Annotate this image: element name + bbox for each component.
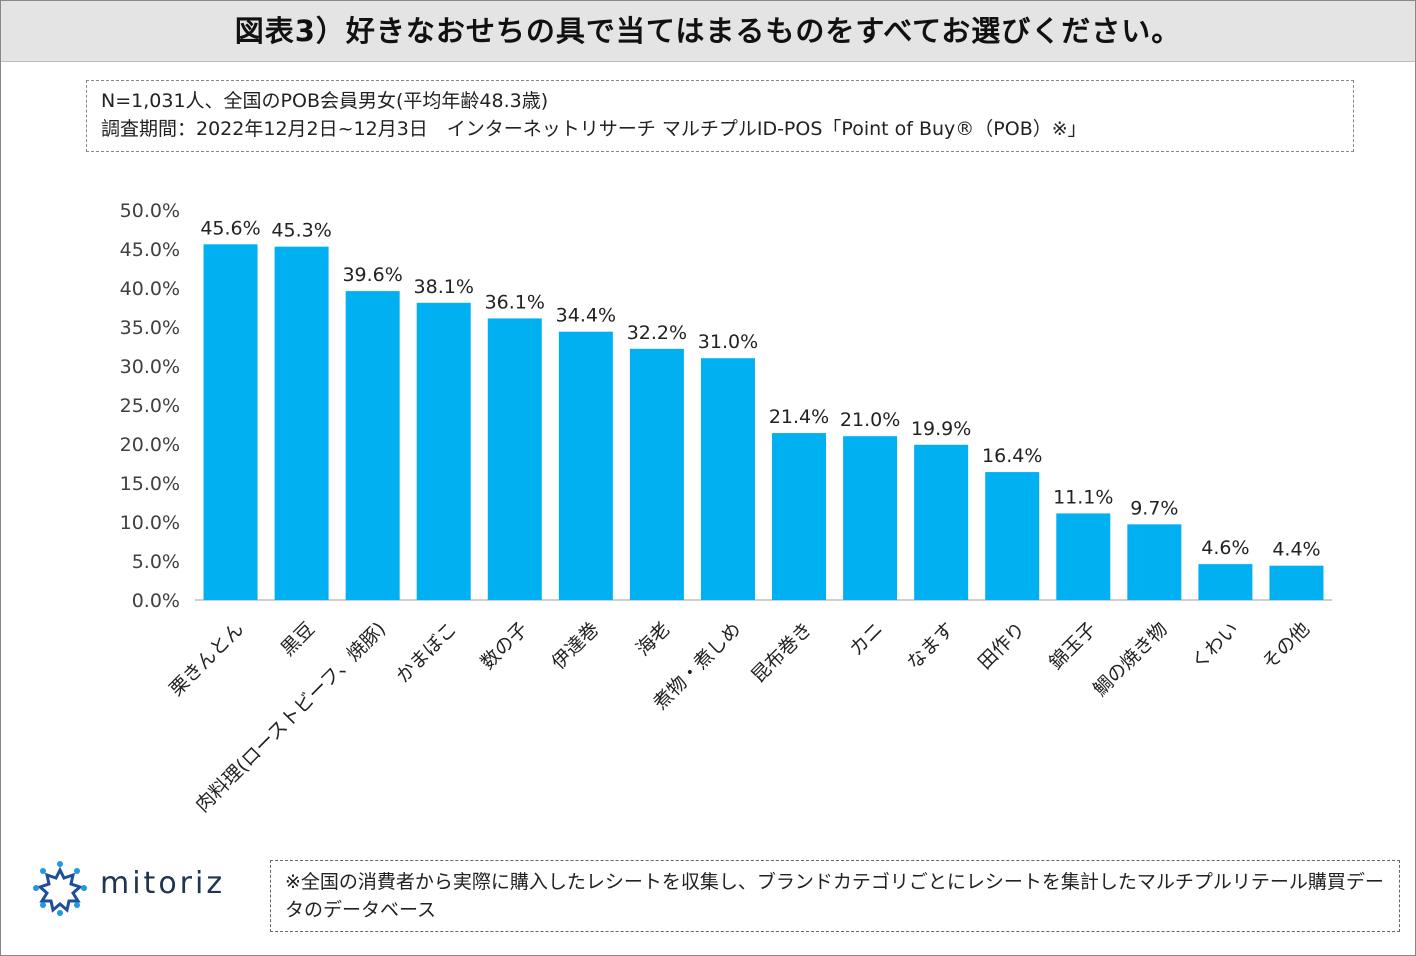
bar (1056, 513, 1111, 600)
logo-text: mitoriz (100, 866, 226, 901)
data-label: 4.6% (1201, 537, 1249, 559)
category-label: かまぼこ (392, 618, 461, 687)
bar (914, 444, 969, 600)
survey-info-box: N=1,031人、全国のPOB会員男女(平均年齢48.3歳) 調査期間：2022… (86, 80, 1354, 152)
footnote-box: ※全国の消費者から実際に購入したレシートを収集し、ブランドカテゴリごとにレシート… (270, 860, 1400, 932)
bar (558, 331, 613, 600)
y-tick-label: 45.0% (120, 239, 180, 261)
data-label: 16.4% (982, 445, 1042, 467)
category-label: 海老 (632, 618, 674, 660)
data-label: 36.1% (485, 291, 545, 313)
y-tick-label: 5.0% (132, 551, 180, 573)
y-tick-label: 35.0% (120, 317, 180, 339)
data-label: 4.4% (1272, 539, 1320, 561)
data-label: 32.2% (627, 322, 687, 344)
data-label: 39.6% (342, 264, 402, 286)
data-label: 19.9% (911, 418, 971, 440)
category-label: 伊達巻 (548, 618, 604, 674)
category-label: くわい (1187, 618, 1243, 674)
mitoriz-logo: mitoriz (30, 858, 260, 918)
bar (1269, 565, 1324, 600)
category-label: 鯛の焼き物 (1089, 618, 1172, 701)
y-tick-label: 0.0% (132, 590, 180, 612)
bar (843, 436, 898, 600)
category-label: その他 (1258, 618, 1314, 674)
category-label: 昆布巻き (747, 618, 816, 687)
bar (772, 433, 827, 600)
data-label: 45.3% (271, 220, 331, 242)
category-label: 栗きんとん (165, 618, 248, 701)
bar (203, 244, 258, 600)
bar (985, 472, 1040, 600)
category-label: なます (903, 618, 959, 674)
category-label: 田作り (974, 618, 1030, 674)
data-label: 34.4% (556, 305, 616, 327)
title-bar: 図表3）好きなおせちの具で当てはまるものをすべてお選びください。 (1, 1, 1415, 62)
page-title: 図表3）好きなおせちの具で当てはまるものをすべてお選びください。 (234, 14, 1182, 48)
data-label: 9.7% (1130, 497, 1178, 519)
bar (416, 302, 471, 600)
bar (274, 246, 329, 600)
y-tick-label: 20.0% (120, 434, 180, 456)
category-label: 錦玉子 (1045, 618, 1101, 674)
data-label: 38.1% (414, 276, 474, 298)
y-tick-label: 15.0% (120, 473, 180, 495)
y-tick-label: 40.0% (120, 278, 180, 300)
y-tick-label: 10.0% (120, 512, 180, 534)
y-tick-label: 30.0% (120, 356, 180, 378)
category-label: カニ (845, 618, 887, 660)
data-label: 21.4% (769, 406, 829, 428)
bar (1198, 564, 1253, 600)
bar (629, 348, 684, 600)
bar (700, 358, 755, 600)
category-label: 黒豆 (277, 618, 319, 660)
sun-dots-icon (33, 861, 87, 916)
bar (487, 318, 542, 600)
bar (1127, 524, 1182, 600)
data-label: 21.0% (840, 409, 900, 431)
bar (345, 291, 400, 600)
y-tick-label: 50.0% (120, 200, 180, 222)
survey-period-text: 調査期間：2022年12月2日~12月3日 インターネットリサーチ マルチプルI… (101, 118, 1087, 140)
data-label: 11.1% (1053, 486, 1113, 508)
survey-sample-text: N=1,031人、全国のPOB会員男女(平均年齢48.3歳) (101, 90, 549, 112)
category-label: 数の子 (476, 618, 532, 674)
footnote-text: ※全国の消費者から実際に購入したレシートを収集し、ブランドカテゴリごとにレシート… (285, 871, 1384, 921)
data-label: 45.6% (200, 217, 260, 239)
y-tick-label: 25.0% (120, 395, 180, 417)
data-label: 31.0% (698, 331, 758, 353)
bar-chart: 0.0% 5.0% 10.0% 15.0% 20.0% 25.0% 30.0% 35.0% 40… (120, 200, 1332, 817)
